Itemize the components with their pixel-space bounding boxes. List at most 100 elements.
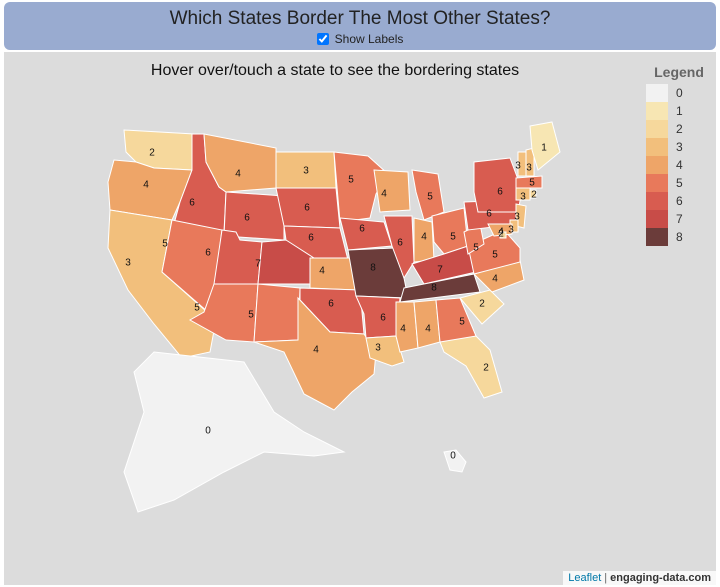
legend-label: 5 — [676, 176, 683, 190]
legend-label: 6 — [676, 194, 683, 208]
legend-swatch — [646, 174, 668, 192]
state-il[interactable] — [383, 215, 415, 280]
state-label-sd: 6 — [304, 203, 310, 214]
state-ma[interactable] — [515, 175, 543, 189]
state-label-dc: 2 — [498, 229, 504, 240]
state-label-or: 4 — [143, 180, 149, 191]
legend-label: 8 — [676, 230, 683, 244]
legend-swatch — [646, 138, 668, 156]
state-label-mt: 4 — [235, 169, 241, 180]
state-nm[interactable] — [253, 283, 301, 343]
state-sc[interactable] — [459, 289, 505, 325]
state-label-az: 5 — [194, 303, 200, 314]
state-label-hi: 0 — [450, 451, 456, 462]
map-instructions: Hover over/touch a state to see the bord… — [150, 62, 520, 79]
state-label-ga: 5 — [459, 317, 465, 328]
state-label-nh: 3 — [526, 163, 532, 174]
state-label-nm: 5 — [248, 310, 254, 321]
attribution-separator: | — [604, 572, 608, 584]
leaflet-link[interactable]: Leaflet — [568, 572, 602, 584]
header-bar: Which States Border The Most Other State… — [4, 2, 716, 50]
state-dc[interactable] — [499, 231, 507, 239]
legend-swatch — [646, 102, 668, 120]
legend-item: 8 — [646, 228, 712, 246]
state-label-ky: 7 — [437, 265, 443, 276]
state-fl[interactable] — [439, 335, 503, 399]
legend-swatch — [646, 120, 668, 138]
state-mn[interactable] — [333, 151, 389, 223]
show-labels-checkbox[interactable] — [316, 33, 329, 45]
state-la[interactable] — [365, 335, 405, 367]
legend-label: 0 — [676, 86, 683, 100]
state-label-co: 7 — [255, 259, 261, 270]
legend-item: 5 — [646, 174, 712, 192]
state-label-va: 5 — [492, 250, 498, 261]
state-label-ut: 6 — [205, 248, 211, 259]
state-label-ar: 6 — [380, 313, 386, 324]
attribution-source: engaging-data.com — [610, 572, 711, 584]
state-label-mn: 5 — [348, 175, 354, 186]
state-label-il: 6 — [397, 238, 403, 249]
legend-label: 7 — [676, 212, 683, 226]
state-label-oh: 5 — [450, 232, 456, 243]
page-title: Which States Border The Most Other State… — [169, 8, 551, 29]
state-label-pa: 6 — [486, 209, 492, 220]
state-label-al: 4 — [425, 324, 431, 335]
state-label-ak: 0 — [205, 426, 211, 437]
legend-swatch — [646, 192, 668, 210]
legend-label: 2 — [676, 122, 683, 136]
state-label-ms: 4 — [400, 324, 406, 335]
state-ia[interactable] — [339, 217, 393, 251]
state-label-nj: 3 — [514, 212, 520, 223]
state-label-tn: 8 — [431, 283, 437, 294]
state-label-ks: 4 — [319, 266, 325, 277]
state-label-tx: 4 — [313, 345, 319, 356]
legend-title: Legend — [654, 64, 704, 80]
state-label-la: 3 — [375, 343, 381, 354]
state-hi[interactable] — [443, 449, 467, 473]
state-label-ma: 5 — [529, 178, 535, 189]
state-ms[interactable] — [395, 301, 419, 353]
state-label-sc: 2 — [479, 299, 485, 310]
show-labels-label: Show Labels — [334, 32, 404, 46]
state-nh[interactable] — [525, 147, 535, 177]
legend-swatch — [646, 210, 668, 228]
legend-swatch — [646, 156, 668, 174]
state-label-wi: 4 — [381, 189, 387, 200]
state-label-ct: 3 — [520, 192, 526, 203]
state-ri[interactable] — [529, 189, 537, 199]
state-label-mo: 8 — [370, 263, 376, 274]
state-label-in: 4 — [421, 232, 427, 243]
state-label-nv: 5 — [162, 239, 168, 250]
state-tn[interactable] — [399, 273, 481, 303]
state-ak[interactable] — [123, 351, 346, 513]
state-label-ok: 6 — [328, 299, 334, 310]
state-wi[interactable] — [373, 169, 411, 213]
state-label-ri: 2 — [531, 190, 537, 201]
state-label-mi: 5 — [427, 192, 433, 203]
state-label-de: 3 — [508, 225, 514, 236]
legend-item: 1 — [646, 102, 712, 120]
state-label-nd: 3 — [303, 166, 309, 177]
state-label-ca: 3 — [125, 258, 131, 269]
show-labels-control[interactable]: Show Labels — [316, 32, 404, 46]
states-layer[interactable] — [107, 121, 561, 513]
state-tx[interactable] — [253, 296, 377, 411]
legend-item: 3 — [646, 138, 712, 156]
state-label-me: 1 — [541, 143, 547, 154]
legend-label: 3 — [676, 140, 683, 154]
legend-label: 4 — [676, 158, 683, 172]
state-label-ne: 6 — [308, 233, 314, 244]
state-label-fl: 2 — [483, 363, 489, 374]
legend-label: 1 — [676, 104, 683, 118]
state-ks[interactable] — [309, 257, 357, 291]
legend-swatch — [646, 228, 668, 246]
legend-item: 2 — [646, 120, 712, 138]
state-label-md: 4 — [498, 227, 504, 238]
state-me[interactable] — [529, 121, 561, 171]
state-label-ia: 6 — [359, 224, 365, 235]
legend: Legend 0 1 2 3 4 5 6 7 8 — [646, 64, 712, 246]
